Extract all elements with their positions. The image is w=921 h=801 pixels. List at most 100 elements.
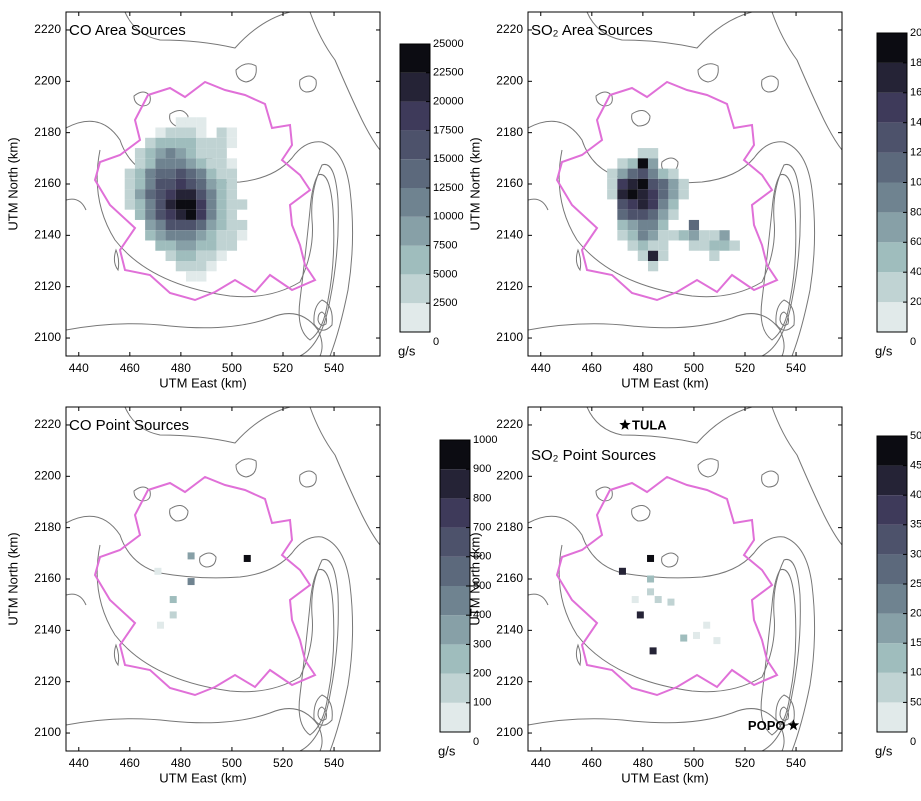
heat-cell [196, 178, 207, 190]
heat-cell [206, 199, 217, 210]
colorbar-tick-label: 22500 [433, 67, 464, 79]
colorbar-step [400, 303, 430, 332]
heat-cell [206, 219, 217, 231]
heat-cell [658, 209, 669, 220]
heat-cell [175, 240, 186, 251]
heat-cell [688, 219, 700, 231]
heat-cell [185, 261, 197, 272]
x-tick-label: 540 [324, 756, 344, 770]
colorbar-tick-label: 40 [910, 266, 921, 278]
colorbar-tick-label: 140 [910, 117, 921, 129]
heat-cell [134, 148, 146, 159]
heat-cell [216, 168, 227, 179]
heat-cell [617, 230, 628, 241]
x-tick-label: 480 [633, 361, 653, 375]
heat-cell [226, 240, 238, 251]
heat-cell [134, 168, 146, 179]
colorbar-step [877, 92, 907, 123]
colorbar-label: g/s [875, 343, 893, 358]
heat-cell [185, 158, 197, 169]
y-tick-label: 2200 [34, 73, 61, 87]
colorbar-step [440, 615, 470, 645]
heat-cell [627, 168, 638, 179]
heat-cell [206, 137, 217, 149]
heat-cell [658, 199, 669, 210]
colorbar-tick-label: 450 [910, 460, 921, 472]
heat-cell [678, 189, 689, 200]
colorbar-tick-label: 350 [910, 519, 921, 531]
colorbar-step [877, 465, 907, 496]
heat-cell [226, 178, 238, 190]
y-axis-label: UTM North (km) [467, 532, 482, 625]
y-tick-label: 2160 [496, 176, 523, 190]
heat-cell [237, 230, 248, 241]
heat-cell [688, 230, 700, 241]
y-tick-label: 2220 [34, 22, 61, 36]
heat-cell [627, 189, 638, 200]
heat-cell [719, 240, 730, 251]
y-tick-label: 2160 [496, 571, 523, 585]
heat-cell [709, 240, 720, 251]
colorbar-tick-label: 200 [473, 668, 491, 680]
heat-cell [647, 158, 659, 169]
heat-cell [155, 240, 166, 251]
x-tick-label: 460 [120, 756, 140, 770]
panel-title: CO Area Sources [69, 22, 186, 39]
heat-cell [155, 158, 166, 169]
heat-cell [165, 158, 176, 169]
colorbar-tick-label: 100 [473, 697, 491, 709]
heat-cell [165, 240, 176, 251]
x-axis-label: UTM East (km) [159, 375, 246, 390]
panel-title: SO₂ Point Sources [531, 447, 656, 464]
heat-cell [206, 189, 217, 200]
colorbar-step [440, 469, 470, 499]
heat-cell [175, 199, 186, 210]
heat-cell [175, 117, 186, 128]
heat-cell [637, 250, 648, 262]
y-tick-label: 2180 [34, 520, 61, 534]
heat-cell [196, 137, 207, 149]
y-tick-label: 2140 [34, 228, 61, 242]
heat-cell [155, 168, 166, 179]
point-source [187, 578, 195, 586]
colorbar-tick-label: 0 [433, 336, 439, 348]
colorbar-step [877, 672, 907, 703]
heat-cell [196, 117, 207, 128]
colorbar-tick-label: 80 [910, 206, 921, 218]
heat-cell [216, 148, 227, 159]
heat-cell [617, 209, 628, 220]
colorbar-step [400, 245, 430, 275]
colorbar-step [440, 644, 470, 674]
heat-cell [145, 199, 156, 210]
heat-cell [637, 189, 648, 200]
colorbar-step [877, 524, 907, 555]
x-tick-label: 500 [684, 756, 704, 770]
heat-cell [155, 199, 166, 210]
x-tick-label: 460 [582, 756, 602, 770]
heat-cell [216, 189, 227, 200]
heat-cell [216, 178, 227, 190]
heat-cell [155, 209, 166, 220]
x-tick-label: 440 [531, 361, 551, 375]
heat-cell [145, 209, 156, 220]
heat-cell [185, 168, 197, 179]
heat-cell [226, 219, 238, 231]
heat-cell [668, 230, 679, 241]
annotation: TULA [632, 417, 667, 432]
colorbar-step [877, 33, 907, 63]
colorbar-label: g/s [398, 343, 416, 358]
plot-area [66, 407, 380, 751]
heat-cell [196, 199, 207, 210]
colorbar-tick-label: 12500 [433, 182, 464, 194]
heat-cell [617, 199, 628, 210]
colorbar-tick-label: 900 [473, 463, 491, 475]
colorbar-step [400, 72, 430, 102]
colorbar-tick-label: 200 [910, 608, 921, 620]
y-tick-label: 2220 [34, 417, 61, 431]
heat-cell [134, 189, 146, 200]
colorbar-step [400, 101, 430, 131]
colorbar-tick-label: 700 [473, 522, 491, 534]
heat-cell [617, 189, 628, 200]
heat-cell [699, 230, 710, 241]
heat-cell [688, 240, 700, 251]
